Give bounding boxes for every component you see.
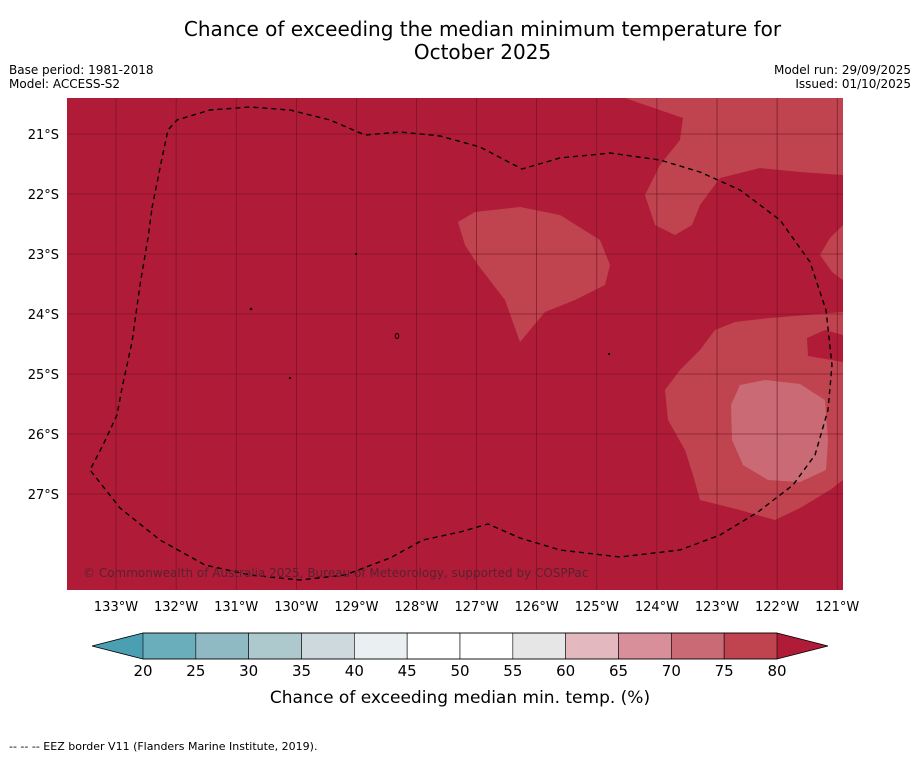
colorbar-over-triangle (777, 633, 828, 659)
latitude-label: 25°S (28, 368, 59, 383)
longitude-label: 128°W (394, 600, 438, 615)
island (249, 307, 253, 311)
island (288, 376, 292, 380)
map-area: © Commonwealth of Australia 2025, Bureau… (67, 98, 843, 590)
probability-zone-top-right (625, 98, 843, 235)
model-name: Model: ACCESS-S2 (9, 77, 121, 91)
colorbar-bin (565, 632, 619, 660)
meta-right: Model run: 29/09/2025 Issued: 01/10/2025 (774, 63, 911, 91)
longitude-label: 133°W (94, 600, 138, 615)
longitude-label: 132°W (154, 600, 198, 615)
colorbar-tick-label: 60 (556, 662, 575, 680)
map-title: Chance of exceeding the median minimum t… (0, 18, 919, 64)
meta-left: Base period: 1981-2018 Model: ACCESS-S2 (9, 63, 154, 91)
title-line-1: Chance of exceeding the median minimum t… (183, 17, 782, 41)
graticule (67, 98, 843, 590)
latitude-label: 22°S (28, 188, 59, 203)
axis-labels: 21°S 22°S 23°S 24°S 25°S 26°S 27°S 133°W 132°W 13… (28, 128, 860, 615)
colorbar-bin (406, 632, 461, 660)
issued-date: Issued: 01/10/2025 (795, 77, 911, 91)
longitude-label: 130°W (274, 600, 318, 615)
island (354, 252, 358, 256)
colorbar-bin (301, 632, 355, 660)
colorbar-tick-label: 40 (345, 662, 364, 680)
colorbar-tick-label: 70 (662, 662, 681, 680)
longitude-label: 121°W (815, 600, 859, 615)
latitude-label: 27°S (28, 488, 59, 503)
latitude-label: 23°S (28, 248, 59, 263)
eez-footnote: -- -- -- EEZ border V11 (Flanders Marine… (9, 740, 318, 753)
eez-border (89, 106, 833, 581)
longitude-label: 126°W (515, 600, 559, 615)
colorbar-tick-label: 35 (292, 662, 311, 680)
colorbar-bin (512, 632, 566, 660)
colorbar-label: Chance of exceeding median min. temp. (%… (270, 688, 650, 708)
longitude-label: 127°W (455, 600, 499, 615)
longitude-label: 124°W (635, 600, 679, 615)
colorbar-tick-label: 30 (239, 662, 258, 680)
colorbar-tick-label: 80 (767, 662, 786, 680)
colorbar-bin (723, 632, 778, 660)
probability-zone-southeast-core (731, 380, 828, 482)
colorbar: 20 25 30 35 40 45 50 55 60 65 70 75 80 Chance of exc… (91, 632, 829, 708)
island (607, 352, 611, 356)
copyright-note: © Commonwealth of Australia 2025, Bureau… (83, 566, 588, 580)
colorbar-tick-label: 20 (133, 662, 152, 680)
latitude-label: 26°S (28, 428, 59, 443)
colorbar-outline (91, 632, 829, 660)
longitude-label: 125°W (575, 600, 619, 615)
colorbar-tick-label: 65 (609, 662, 628, 680)
islands (249, 252, 611, 380)
title-line-2: October 2025 (413, 40, 552, 64)
colorbar-bin (618, 632, 672, 660)
colorbar-tick-label: 75 (715, 662, 734, 680)
colorbar-tick-label: 50 (450, 662, 469, 680)
base-period: Base period: 1981-2018 (9, 63, 154, 77)
colorbar-tick-label: 55 (503, 662, 522, 680)
colorbar-tick-label: 45 (398, 662, 417, 680)
colorbar-bin (459, 632, 514, 660)
probability-zone-center (458, 207, 610, 342)
longitude-label: 131°W (214, 600, 258, 615)
model-run: Model run: 29/09/2025 (773, 63, 911, 77)
latitude-label: 21°S (28, 128, 59, 143)
colorbar-bin (195, 632, 249, 660)
longitude-label: 123°W (695, 600, 739, 615)
longitude-label: 122°W (755, 600, 799, 615)
colorbar-bin (248, 632, 302, 660)
latitude-label: 24°S (28, 308, 59, 323)
colorbar-bin (354, 632, 408, 660)
colorbar-bin (142, 632, 197, 660)
longitude-label: 129°W (334, 600, 378, 615)
colorbar-tick-label: 25 (186, 662, 205, 680)
colorbar-under-triangle (92, 633, 143, 659)
colorbar-bin (671, 632, 725, 660)
island (394, 333, 400, 339)
